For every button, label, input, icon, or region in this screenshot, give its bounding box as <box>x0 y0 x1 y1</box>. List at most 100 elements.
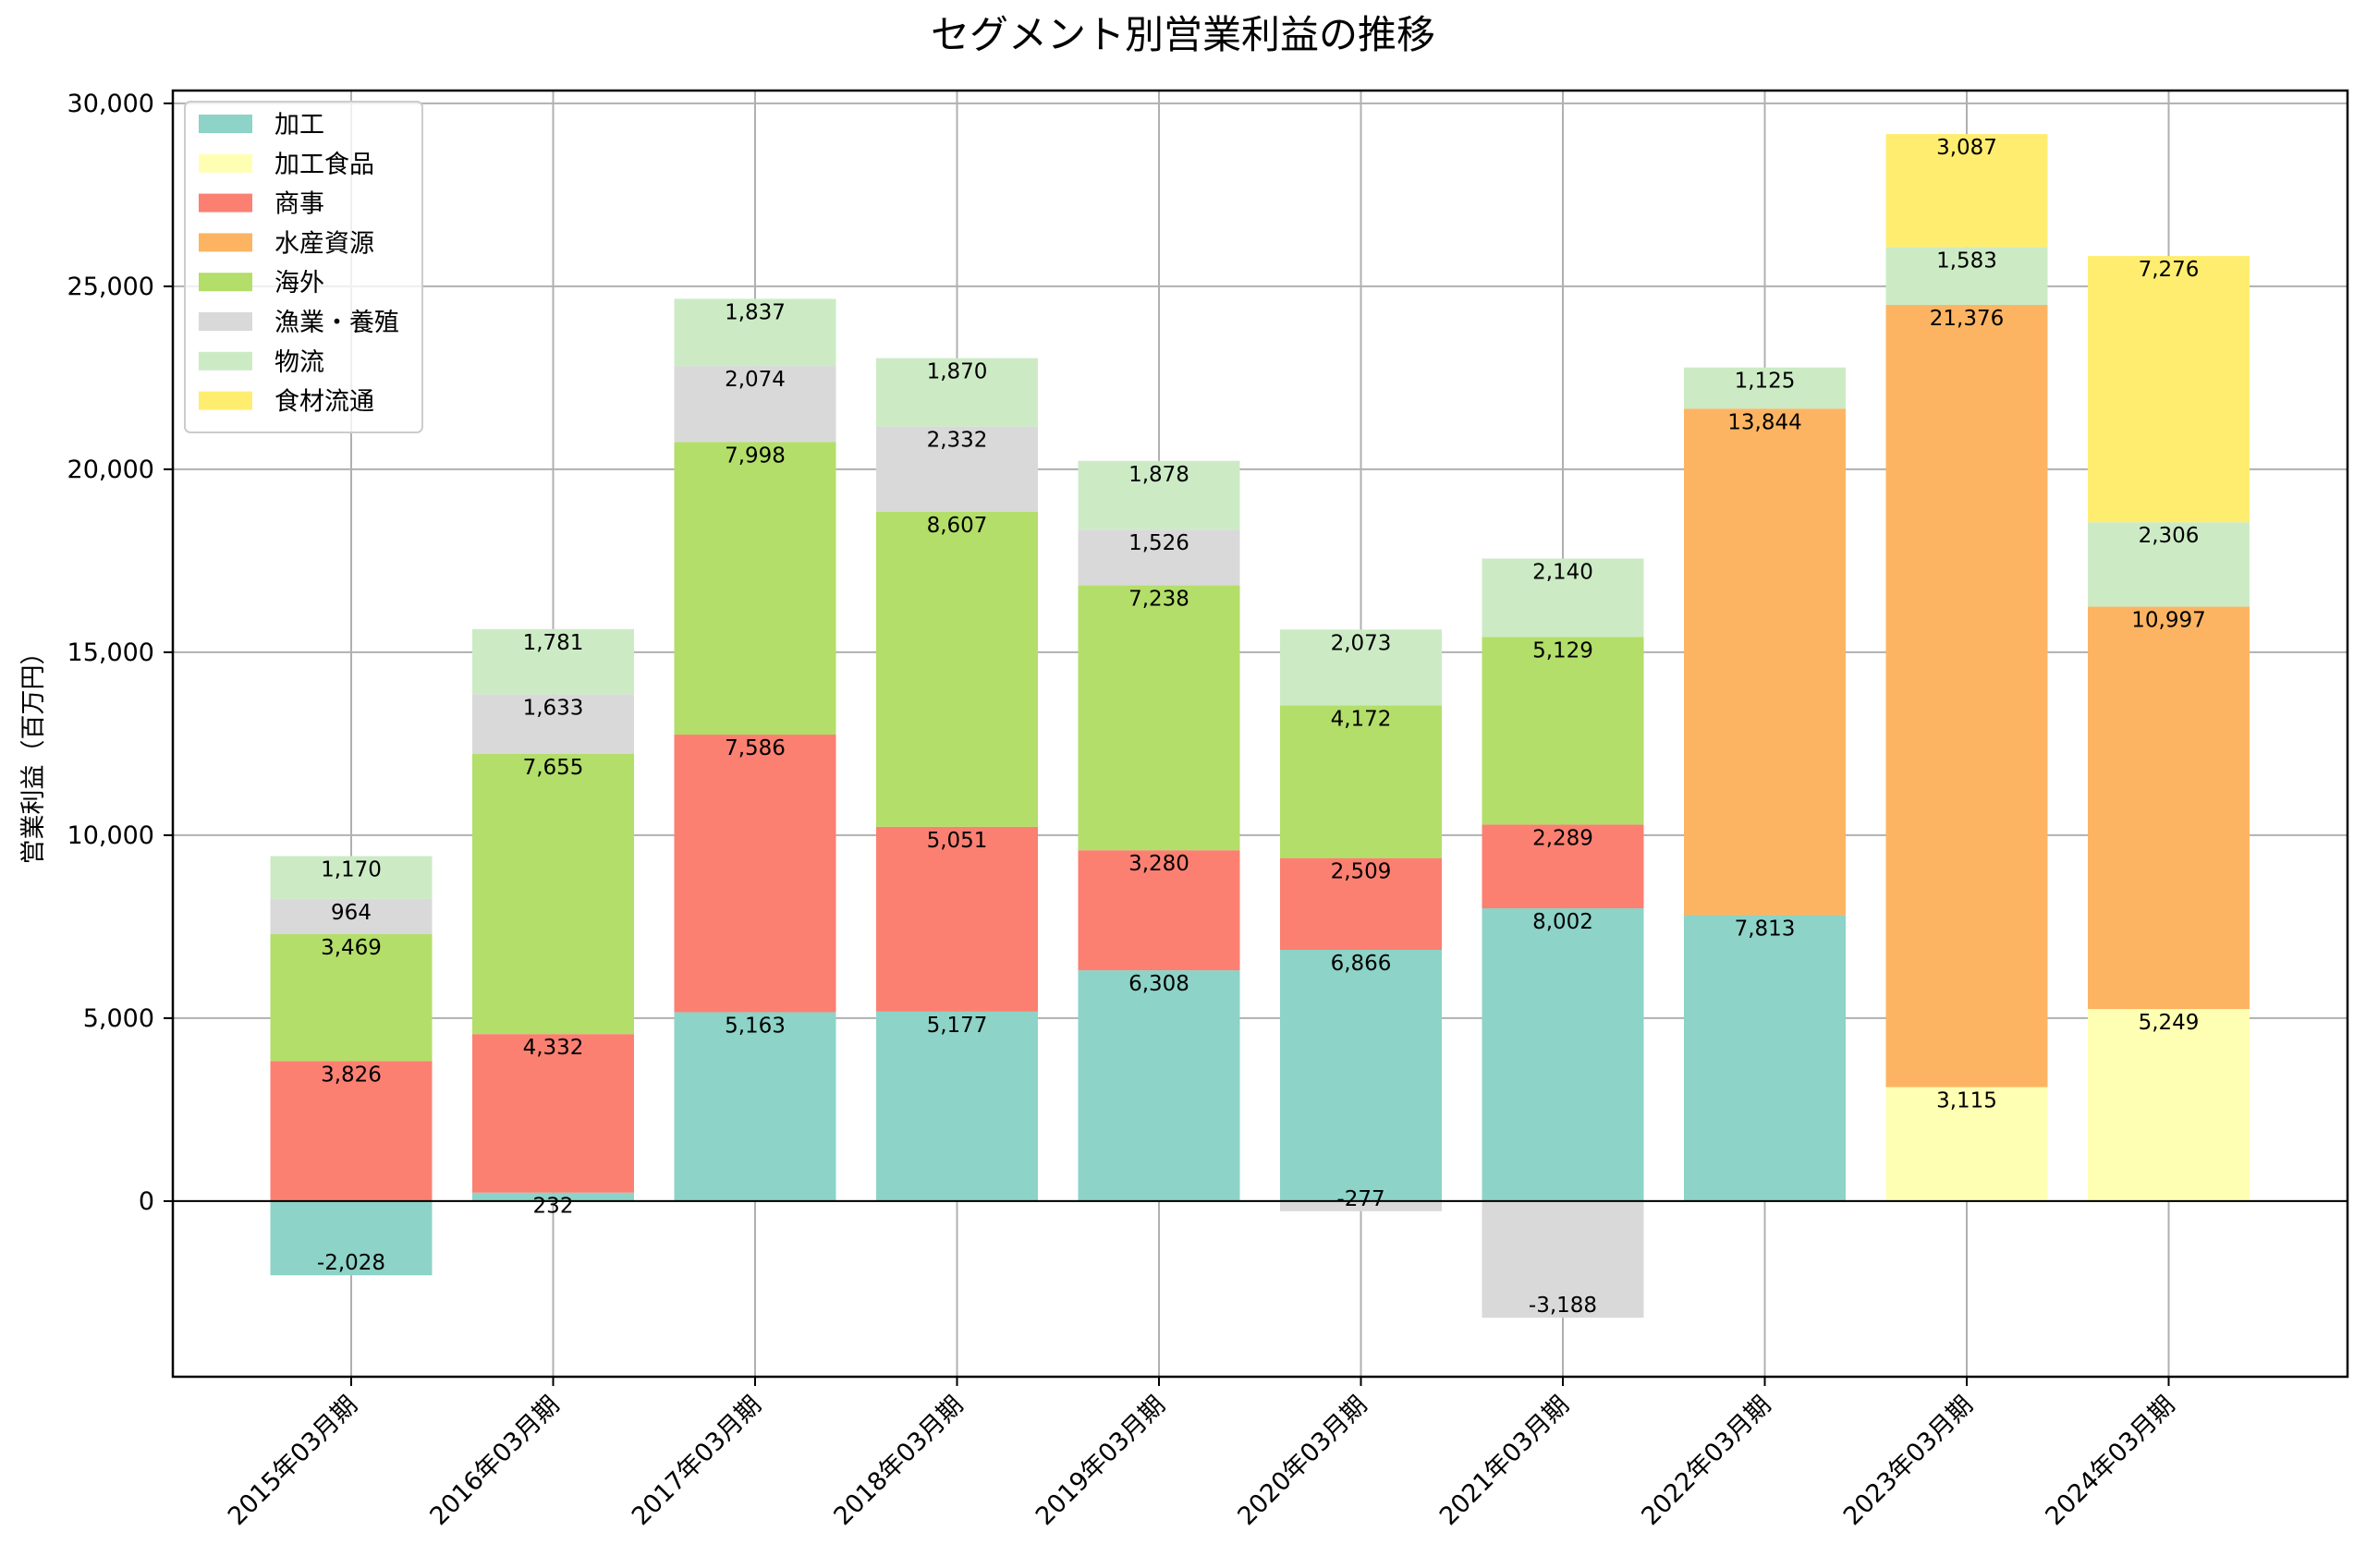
y-tick-label: 0 <box>139 1187 154 1216</box>
data-label: 1,837 <box>725 300 786 324</box>
data-label: 8,607 <box>927 514 988 538</box>
data-label: 3,280 <box>1128 852 1189 876</box>
bar-segment <box>1280 950 1442 1201</box>
bar-segment <box>270 1200 433 1276</box>
data-label: 6,866 <box>1331 952 1392 976</box>
bar-segment <box>270 934 433 1062</box>
y-tick-label: 20,000 <box>67 456 154 484</box>
data-label: 964 <box>331 901 372 925</box>
bar-segment <box>1684 408 1846 916</box>
data-label: 4,332 <box>523 1036 584 1060</box>
bar-segment <box>1280 1200 1442 1211</box>
x-tick-label: 2022年03月期 <box>1636 1391 1776 1531</box>
data-label: 3,115 <box>1936 1089 1997 1113</box>
legend-label: 漁業・養殖 <box>274 309 399 337</box>
bar-segment <box>1280 857 1442 951</box>
bar-segment <box>674 442 836 735</box>
bar-segment <box>674 735 836 1013</box>
legend-label: 加工食品 <box>274 151 374 179</box>
data-label: 4,172 <box>1331 707 1392 731</box>
data-label: 21,376 <box>1930 307 2004 331</box>
data-label: -277 <box>1336 1187 1384 1211</box>
data-label: 5,051 <box>927 829 988 853</box>
y-tick-label: 25,000 <box>67 273 154 301</box>
data-label: -2,028 <box>317 1251 385 1275</box>
bar-segment <box>2088 522 2250 607</box>
bar-segment <box>1482 824 1644 909</box>
bar-segment <box>1482 637 1644 825</box>
bar-segment <box>1885 1087 2048 1201</box>
y-tick-label: 5,000 <box>83 1004 154 1033</box>
data-label: 2,140 <box>1532 561 1593 585</box>
bar-segment <box>1078 850 1240 971</box>
plot-frame <box>171 89 2349 1379</box>
legend-swatch <box>199 312 252 331</box>
legend-label: 商事 <box>274 190 324 219</box>
x-tick-label: 2016年03月期 <box>424 1391 565 1531</box>
bar-segment <box>674 298 836 367</box>
data-label: 1,781 <box>523 631 584 655</box>
x-tick-label: 2019年03月期 <box>1031 1391 1171 1531</box>
data-label-layer: -2,028 232 5,163 5,177 6,308 6,866 8,002 7,813 3… <box>317 136 2206 1318</box>
bar-segment <box>472 628 634 695</box>
data-label: 6,308 <box>1128 972 1189 996</box>
data-label: 2,074 <box>725 368 786 392</box>
bar-segment <box>2088 606 2250 1010</box>
data-label: 1,526 <box>1128 531 1189 555</box>
chart-title: セグメント別営業利益の推移 <box>931 12 1435 57</box>
bar-segment <box>1482 1200 1644 1319</box>
data-label: 2,073 <box>1331 631 1392 655</box>
bar-segment <box>876 358 1038 427</box>
x-tick-label: 2018年03月期 <box>828 1391 969 1531</box>
bar-segment <box>1078 529 1240 586</box>
x-tick-label: 2023年03月期 <box>1838 1391 1979 1531</box>
legend-swatch <box>199 115 252 133</box>
data-label: 8,002 <box>1532 910 1593 934</box>
bar-segment <box>472 1034 634 1193</box>
y-tick-layer: 0 5,000 10,000 15,000 20,000 25,000 30,000 <box>67 90 173 1216</box>
data-label: 13,844 <box>1727 410 1801 434</box>
data-label: 1,170 <box>321 858 382 882</box>
bar-segment <box>1885 247 2048 306</box>
bar-segment <box>472 694 634 755</box>
y-axis-label: 営業利益（百万円） <box>19 640 48 865</box>
x-tick-label: 2015年03月期 <box>223 1391 363 1531</box>
bar-segment <box>472 1192 634 1201</box>
bar-segment <box>1885 134 2048 248</box>
bar-segment <box>2088 1009 2250 1201</box>
legend-label: 食材流通 <box>274 388 374 417</box>
bar-segment <box>674 366 836 443</box>
legend-swatch <box>199 193 252 213</box>
bar-segment <box>674 1012 836 1201</box>
data-label: 5,129 <box>1532 638 1593 662</box>
data-label: 2,332 <box>927 429 988 453</box>
bar-segment <box>270 1061 433 1201</box>
bar-segment <box>270 856 433 899</box>
bar-segment <box>876 826 1038 1012</box>
bar-segment <box>1078 970 1240 1201</box>
x-tick-label: 2024年03月期 <box>2040 1391 2180 1531</box>
data-label: -3,188 <box>1529 1294 1597 1318</box>
legend-label: 物流 <box>274 348 324 377</box>
data-label: 1,583 <box>1936 249 1997 273</box>
data-label: 1,125 <box>1735 370 1796 394</box>
bar-segment <box>876 1011 1038 1201</box>
data-label: 7,276 <box>2139 258 2200 282</box>
legend-swatch <box>199 233 252 252</box>
data-label: 5,177 <box>927 1014 988 1038</box>
bar-segment <box>472 754 634 1035</box>
legend-swatch <box>199 351 252 371</box>
legend-label: 加工 <box>274 111 324 140</box>
x-tick-label: 2017年03月期 <box>627 1391 767 1531</box>
y-tick-label: 30,000 <box>67 90 154 118</box>
bar-segment <box>1078 585 1240 851</box>
bar-segment <box>1280 705 1442 858</box>
data-label: 3,826 <box>321 1063 382 1087</box>
data-label: 7,655 <box>523 756 584 780</box>
data-label: 5,249 <box>2139 1011 2200 1035</box>
bar-layer <box>270 134 2250 1319</box>
data-label: 7,586 <box>725 736 786 760</box>
bar-segment <box>1482 908 1644 1201</box>
